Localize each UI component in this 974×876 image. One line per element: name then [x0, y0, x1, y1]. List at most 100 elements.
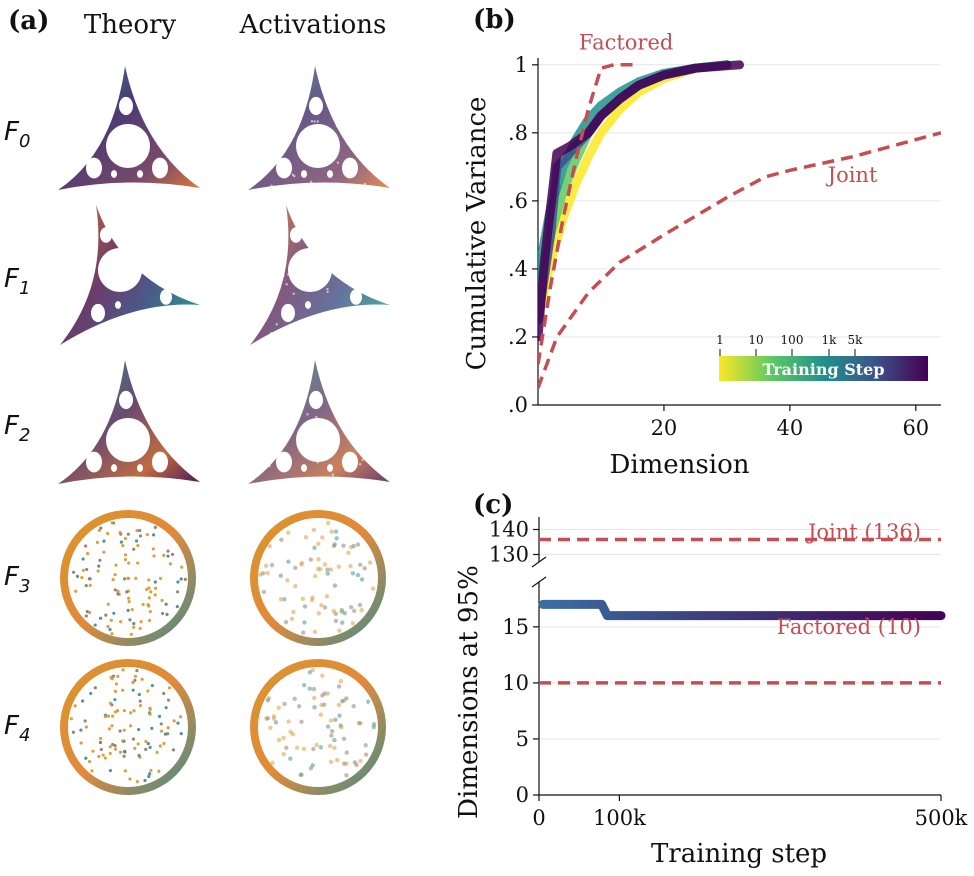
- noise-dot: [361, 458, 364, 461]
- scatter-dot: [108, 627, 112, 632]
- scatter-dot: [126, 532, 130, 536]
- scatter-dot: [164, 602, 168, 606]
- scatter-dot: [102, 550, 106, 554]
- noise-dot: [336, 161, 340, 164]
- scatter-dot: [344, 761, 349, 766]
- noise-dot: [270, 331, 273, 335]
- scatter-dot: [325, 567, 330, 572]
- noise-dot: [270, 184, 273, 188]
- small-hole: [305, 301, 311, 309]
- scatter-dot: [121, 739, 125, 743]
- noise-dot: [311, 331, 315, 334]
- row-label-f1: F1: [4, 264, 30, 299]
- scatter-dot: [110, 632, 114, 636]
- scatter-dot: [176, 721, 180, 725]
- scatter-dot: [153, 586, 158, 590]
- column-header-theory: Theory: [84, 10, 177, 40]
- scatter-dot: [322, 691, 327, 696]
- noise-dot: [276, 119, 280, 122]
- small-hole: [86, 157, 102, 179]
- scatter-dot: [286, 719, 291, 724]
- scatter-dot: [109, 675, 113, 679]
- scatter-dot: [163, 732, 168, 736]
- scatter-dot: [147, 604, 151, 608]
- scatter-dot: [106, 714, 111, 718]
- scatter-dot: [128, 777, 132, 781]
- scatter-dot: [97, 528, 101, 532]
- scatter-dot: [95, 540, 99, 545]
- noise-dot: [291, 279, 294, 283]
- scatter-dot: [162, 741, 166, 746]
- cumulative-variance-chart: .0 .2 .4 .6 .8 1 20 40 60 Dimension Cumulative Var…: [462, 30, 941, 480]
- scatter-dot: [148, 609, 152, 614]
- scatter-dot: [123, 557, 128, 562]
- scatter-dot: [139, 620, 143, 624]
- scatter-dot: [284, 745, 289, 751]
- noise-dot: [321, 129, 325, 133]
- scatter-dot: [271, 714, 277, 719]
- scatter-dot: [314, 742, 319, 748]
- scatter-dot: [301, 630, 306, 635]
- noise-dot: [298, 393, 301, 396]
- scatter-dot: [183, 577, 187, 581]
- scatter-dot: [102, 539, 106, 543]
- scatter-dot: [268, 725, 273, 731]
- small-hole: [160, 289, 172, 305]
- scatter-dot: [113, 689, 118, 693]
- row-label-subscript: 1: [19, 278, 30, 299]
- scatter-dot: [165, 612, 169, 616]
- scatter-dot: [293, 583, 298, 589]
- scatter-dot: [279, 537, 284, 543]
- scatter-dot: [327, 743, 333, 749]
- scatter-dot: [107, 727, 111, 731]
- scatter-dot: [87, 759, 92, 764]
- scatter-dot: [337, 628, 342, 633]
- scatter-dot: [121, 688, 125, 692]
- scatter-dot: [330, 729, 335, 734]
- scatter-dot: [363, 752, 369, 757]
- scatter-dot: [84, 614, 88, 618]
- small-hole: [327, 170, 333, 178]
- scatter-dot: [152, 554, 156, 558]
- scatter-dot: [81, 568, 85, 572]
- noise-dot: [317, 435, 320, 438]
- noise-dot: [281, 101, 284, 105]
- scatter-dot: [126, 596, 131, 600]
- scatter-dot: [128, 618, 132, 622]
- scatter-dot: [341, 543, 346, 548]
- noise-dot: [285, 283, 288, 286]
- thumbnail-theory-f4: [60, 659, 196, 795]
- scatter-dot: [111, 577, 115, 582]
- scatter-dot: [365, 699, 371, 704]
- y-tick-label: .8: [508, 121, 528, 145]
- scatter-dot: [291, 609, 296, 615]
- scatter-dot: [354, 762, 359, 768]
- scatter-dot: [133, 674, 138, 679]
- y-tick-label: .4: [508, 257, 528, 281]
- small-hole: [276, 157, 292, 179]
- noise-dot: [288, 185, 291, 188]
- scatter-dot: [332, 737, 337, 743]
- scatter-dot: [258, 572, 263, 577]
- scatter-dot: [318, 567, 323, 572]
- small-hole: [119, 390, 133, 410]
- scatter-dot: [137, 692, 141, 697]
- noise-dot: [282, 274, 285, 277]
- noise-dot: [311, 140, 314, 144]
- scatter-dot: [86, 552, 90, 556]
- scatter-dot: [149, 768, 153, 772]
- y-tick-label: 1: [515, 53, 528, 77]
- scatter-dot: [90, 769, 94, 773]
- noise-dot: [360, 401, 364, 404]
- scatter-dot: [322, 605, 328, 610]
- scatter-dot: [286, 559, 291, 564]
- scatter-dot: [162, 691, 166, 696]
- scatter-dot: [119, 620, 123, 624]
- noise-dot: [335, 124, 339, 128]
- scatter-dot: [106, 602, 110, 606]
- noise-dot: [363, 182, 367, 186]
- axis-break-mark: [531, 576, 547, 588]
- scatter-dot: [113, 588, 117, 592]
- small-hole: [137, 170, 143, 178]
